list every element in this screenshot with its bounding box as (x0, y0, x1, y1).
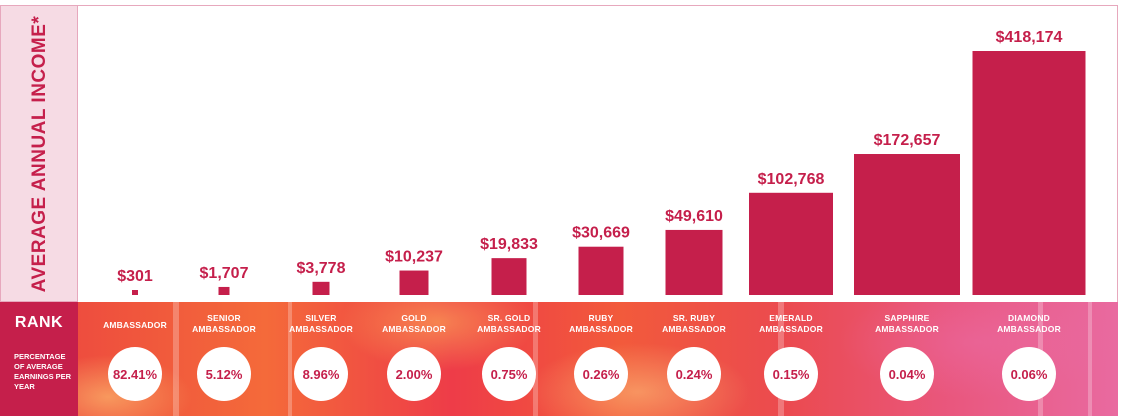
bar-value-label-6: $49,610 (665, 208, 723, 225)
bar-value-label-0: $301 (117, 268, 153, 285)
rank-title: RANK (14, 314, 64, 331)
percentage-value-9: 0.06% (1011, 367, 1048, 382)
bars-layer: $301 $1,707 $3,778 $10,237 $19,833 $30,669 $49… (117, 29, 1086, 295)
percentage-value-5: 0.26% (583, 367, 620, 382)
bar-8 (854, 154, 960, 295)
bar-3 (399, 270, 429, 295)
percentage-circle-5 (574, 347, 628, 401)
rank-name-0: AMBASSADOR (103, 320, 167, 330)
percentage-circle-2 (294, 347, 348, 401)
percentage-circle-8 (880, 347, 934, 401)
rank-name-8: SAPPHIRE AMBASSADOR (875, 313, 939, 334)
bar-1 (218, 286, 230, 295)
bar-value-label-7: $102,768 (758, 171, 825, 188)
bar-9 (972, 51, 1086, 295)
bar-5 (578, 246, 624, 295)
rank-name-7: EMERALD AMBASSADOR (759, 313, 823, 334)
rank-layer: AMBASSADOR 82.41% SENIOR AMBASSADOR 5.12% SIL… (103, 302, 1092, 416)
percentage-value-8: 0.04% (889, 367, 926, 382)
percentage-value-7: 0.15% (773, 367, 810, 382)
percentage-circle-7 (764, 347, 818, 401)
percentage-value-6: 0.24% (676, 367, 713, 382)
bar-value-label-1: $1,707 (200, 265, 249, 282)
percentage-circle-9 (1002, 347, 1056, 401)
percentage-label: PERCENTAGE OF AVERAGE EARNINGS PER YEAR (14, 352, 72, 391)
percentage-circle-3 (387, 347, 441, 401)
rank-panel: RANK PERCENTAGE OF AVERAGE EARNINGS PER … (0, 302, 78, 416)
percentage-value-2: 8.96% (303, 367, 340, 382)
bar-4 (491, 258, 527, 295)
rank-name-2: SILVER AMBASSADOR (289, 313, 353, 334)
bar-value-label-9: $418,174 (996, 29, 1063, 46)
rank-name-9: DIAMOND AMBASSADOR (997, 313, 1061, 334)
percentage-value-0: 82.41% (113, 367, 158, 382)
plot-area: $301 $1,707 $3,778 $10,237 $19,833 $30,669 $49… (78, 5, 1118, 302)
rank-name-4: SR. GOLD AMBASSADOR (477, 313, 541, 334)
percentage-circle-4 (482, 347, 536, 401)
bar-value-label-2: $3,778 (297, 260, 346, 277)
bar-value-label-3: $10,237 (385, 249, 443, 266)
percentage-circle-0 (108, 347, 162, 401)
bar-7 (749, 192, 833, 295)
percentage-value-1: 5.12% (206, 367, 243, 382)
percentage-circle-6 (667, 347, 721, 401)
y-axis-panel: AVERAGE ANNUAL INCOME* (0, 5, 78, 302)
bar-value-label-8: $172,657 (874, 132, 941, 149)
percentage-value-3: 2.00% (396, 367, 433, 382)
rank-name-3: GOLD AMBASSADOR (382, 313, 446, 334)
bar-6 (665, 229, 723, 295)
percentage-value-4: 0.75% (491, 367, 528, 382)
bar-0 (132, 290, 138, 295)
rank-name-6: SR. RUBY AMBASSADOR (662, 313, 726, 334)
percentage-circle-1 (197, 347, 251, 401)
bar-value-label-5: $30,669 (572, 225, 630, 242)
rank-name-5: RUBY AMBASSADOR (569, 313, 633, 334)
rank-name-1: SENIOR AMBASSADOR (192, 313, 256, 334)
bar-2 (312, 281, 330, 295)
rank-strip: AMBASSADOR 82.41% SENIOR AMBASSADOR 5.12% SIL… (78, 302, 1118, 416)
y-axis-label: AVERAGE ANNUAL INCOME* (29, 15, 50, 293)
bar-value-label-4: $19,833 (480, 236, 538, 253)
